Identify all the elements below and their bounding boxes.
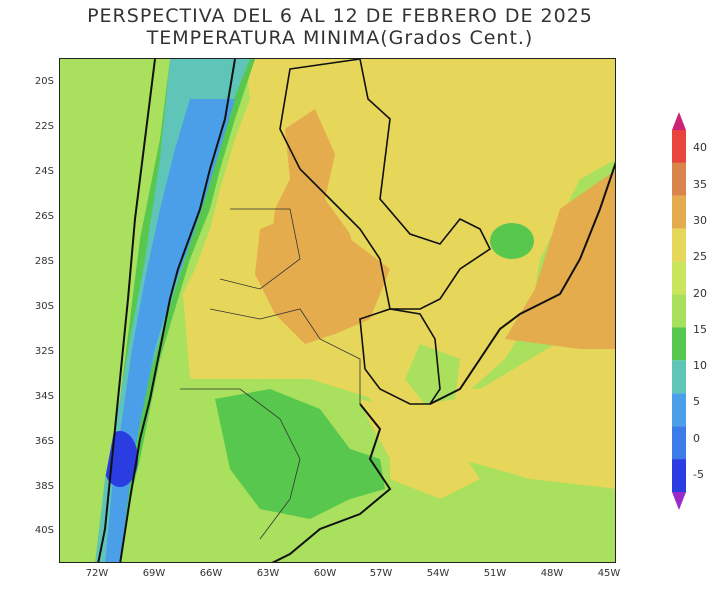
zone-10-15-brazil (490, 223, 534, 259)
argentina-coast (271, 403, 392, 562)
legend-band (672, 360, 686, 394)
province-line (219, 208, 301, 290)
lat-label: 40S (34, 525, 54, 536)
legend-label: 25 (693, 250, 707, 263)
legend-label: 5 (693, 395, 700, 408)
legend-label: 30 (693, 214, 707, 227)
province-line (180, 388, 301, 540)
legend-band (672, 162, 686, 196)
lon-label: 69W (142, 568, 166, 579)
color-legend (672, 112, 686, 510)
lat-label: 24S (34, 166, 54, 177)
legend-band (672, 459, 686, 492)
lon-label: 54W (426, 568, 450, 579)
legend-band (672, 195, 686, 229)
lon-label: 45W (597, 568, 621, 579)
lat-label: 36S (34, 436, 54, 447)
legend-label: 10 (693, 359, 707, 372)
legend-band (672, 261, 686, 295)
zone-10-15-south (215, 389, 385, 519)
lon-label: 60W (313, 568, 337, 579)
zone-15-20-uruguay (405, 344, 460, 404)
lon-label: 51W (483, 568, 507, 579)
chile-coast (97, 59, 156, 562)
legend-band (672, 294, 686, 328)
lon-label: 48W (540, 568, 564, 579)
lat-label: 26S (34, 211, 54, 222)
lat-label: 38S (34, 481, 54, 492)
zone-25-30-east (505, 170, 615, 349)
uruguay-border (359, 308, 441, 405)
zone-0-5-andes (105, 99, 235, 562)
lat-label: 20S (34, 76, 54, 87)
legend-band (672, 228, 686, 262)
lat-label: 34S (34, 391, 54, 402)
legend-band (672, 492, 686, 510)
legend-band (672, 130, 686, 163)
lat-label: 22S (34, 121, 54, 132)
andes-border (119, 59, 236, 562)
legend-label: 35 (693, 178, 707, 191)
pacific-north (60, 59, 155, 279)
legend-label: 0 (693, 432, 700, 445)
zone-20-25-east (360, 319, 615, 489)
lat-label: 30S (34, 301, 54, 312)
brazil-coast (429, 161, 615, 405)
legend-label: 20 (693, 287, 707, 300)
zone-25-30-center (255, 209, 390, 344)
map-canvas (60, 59, 615, 562)
legend-label: 15 (693, 323, 707, 336)
province-line (209, 308, 361, 404)
lat-label: 28S (34, 256, 54, 267)
temperature-map (59, 58, 616, 563)
legend-label: 40 (693, 141, 707, 154)
map-title: PERSPECTIVA DEL 6 AL 12 DE FEBRERO DE 20… (87, 5, 593, 27)
lon-label: 72W (85, 568, 109, 579)
map-subtitle: TEMPERATURA MINIMA(Grados Cent.) (146, 27, 534, 49)
lat-label: 32S (34, 346, 54, 357)
paraguay-border (279, 59, 492, 310)
lon-label: 57W (369, 568, 393, 579)
lon-label: 66W (199, 568, 223, 579)
legend-band (672, 426, 686, 460)
legend-label: -5 (693, 468, 704, 481)
legend-band (672, 393, 686, 427)
legend-band (672, 112, 686, 130)
legend-band (672, 327, 686, 361)
lon-label: 63W (256, 568, 280, 579)
